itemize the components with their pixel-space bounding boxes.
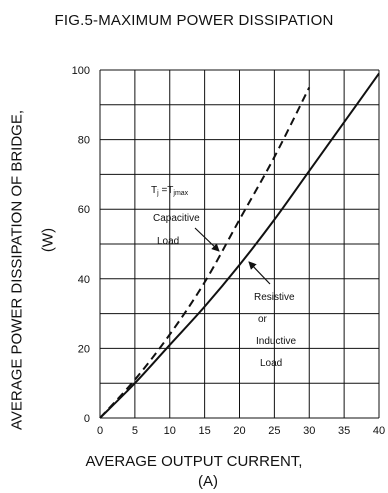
resistive-load-curve — [99, 72, 380, 419]
x-tick-label: 15 — [199, 425, 211, 437]
y-tick-label: 20 — [78, 343, 90, 355]
x-tick-label: 25 — [268, 425, 280, 437]
capacitive-label: Capacitive — [153, 213, 200, 224]
resistive-label: Resistive — [254, 292, 295, 303]
chart-series — [99, 72, 380, 419]
capacitive-load-label: Load — [157, 236, 179, 247]
or-label: or — [258, 314, 268, 325]
chart-title: FIG.5-MAXIMUM POWER DISSIPATION — [54, 12, 334, 29]
capacitive-arrow — [194, 227, 220, 252]
y-tick-label: 0 — [84, 413, 90, 425]
x-tick-label: 30 — [303, 425, 315, 437]
y-tick-label: 100 — [72, 65, 90, 77]
inductive-label: Inductive — [256, 336, 296, 347]
y-tick-label: 60 — [78, 204, 90, 216]
capacitive-load-curve — [99, 86, 311, 419]
x-tick-label: 10 — [164, 425, 176, 437]
x-tick-label: 5 — [132, 425, 138, 437]
axis-ticks: 0 5 10 15 20 25 30 35 40 0 20 40 60 80 100 — [72, 65, 385, 437]
y-tick-label: 80 — [78, 135, 90, 147]
x-tick-label: 40 — [373, 425, 385, 437]
x-axis-label-line-2: (A) — [198, 473, 218, 490]
x-tick-label: 35 — [338, 425, 350, 437]
y-tick-label: 40 — [78, 274, 90, 286]
chart-grid — [99, 69, 380, 419]
x-tick-label: 20 — [233, 425, 245, 437]
x-axis-label-line-1: AVERAGE OUTPUT CURRENT, — [85, 453, 303, 470]
inductive-load-label: Load — [260, 358, 282, 369]
x-tick-label: 0 — [97, 425, 103, 437]
annotations: Tj =Tjmax Capacitive Load Resistive or I… — [151, 185, 296, 369]
resistive-arrow — [248, 261, 271, 285]
tj-annotation: Tj =Tjmax — [151, 185, 189, 197]
